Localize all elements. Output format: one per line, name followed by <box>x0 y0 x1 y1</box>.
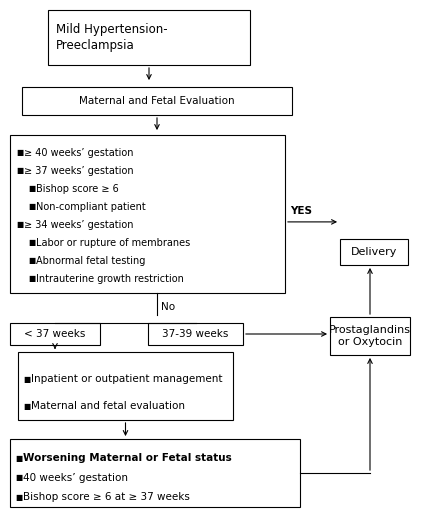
Text: ■: ■ <box>28 238 35 247</box>
Text: Bishop score ≥ 6 at ≥ 37 weeks: Bishop score ≥ 6 at ≥ 37 weeks <box>23 492 190 502</box>
Text: ■: ■ <box>15 473 22 483</box>
Text: ■: ■ <box>28 202 35 211</box>
Text: ≥ 37 weeks’ gestation: ≥ 37 weeks’ gestation <box>24 166 134 176</box>
Bar <box>10 439 300 507</box>
Bar <box>22 87 292 115</box>
Text: Maternal and Fetal Evaluation: Maternal and Fetal Evaluation <box>79 96 235 106</box>
Text: ■: ■ <box>23 375 30 384</box>
Text: Maternal and fetal evaluation: Maternal and fetal evaluation <box>31 401 185 411</box>
Text: ≥ 40 weeks’ gestation: ≥ 40 weeks’ gestation <box>24 148 133 158</box>
Text: 37-39 weeks: 37-39 weeks <box>162 329 229 339</box>
Bar <box>48 10 250 65</box>
Text: ■: ■ <box>28 274 35 283</box>
Text: ■: ■ <box>28 184 35 193</box>
Text: 40 weeks’ gestation: 40 weeks’ gestation <box>23 473 128 483</box>
Text: Mild Hypertension-
Preeclampsia: Mild Hypertension- Preeclampsia <box>56 24 168 52</box>
Text: ■: ■ <box>28 256 35 265</box>
Text: Inpatient or outpatient management: Inpatient or outpatient management <box>31 374 222 384</box>
Text: YES: YES <box>290 206 312 216</box>
Text: ■: ■ <box>16 166 23 176</box>
Bar <box>330 317 410 355</box>
Bar <box>148 323 243 345</box>
Text: Delivery: Delivery <box>351 247 397 257</box>
Bar <box>10 323 100 345</box>
Text: ■: ■ <box>16 148 23 158</box>
Text: Bishop score ≥ 6: Bishop score ≥ 6 <box>36 184 119 194</box>
Text: Abnormal fetal testing: Abnormal fetal testing <box>36 255 145 266</box>
Text: ■: ■ <box>15 454 22 463</box>
Text: No: No <box>161 302 175 312</box>
Text: Prostaglandins
or Oxytocin: Prostaglandins or Oxytocin <box>329 325 411 347</box>
Text: Non-compliant patient: Non-compliant patient <box>36 202 146 212</box>
Bar <box>340 239 408 265</box>
Text: Worsening Maternal or Fetal status: Worsening Maternal or Fetal status <box>23 453 232 464</box>
Text: Intrauterine growth restriction: Intrauterine growth restriction <box>36 273 184 284</box>
Text: ≥ 34 weeks’ gestation: ≥ 34 weeks’ gestation <box>24 220 133 230</box>
Text: < 37 weeks: < 37 weeks <box>24 329 86 339</box>
Bar <box>10 135 285 293</box>
Text: Labor or rupture of membranes: Labor or rupture of membranes <box>36 238 190 248</box>
Text: ■: ■ <box>16 220 23 229</box>
Text: ■: ■ <box>23 402 30 411</box>
Text: ■: ■ <box>15 493 22 502</box>
Bar <box>18 352 233 420</box>
